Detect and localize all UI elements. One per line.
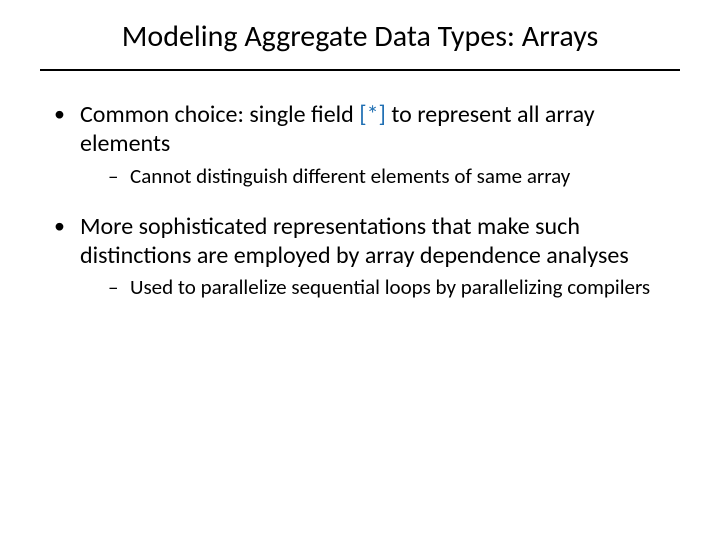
sub-bullet-item: Used to parallelize sequential loops by … [108,274,680,300]
bullet-accent: [*] [359,100,386,129]
bullet-item: Common choice: single field [*] to repre… [54,101,680,189]
slide: Modeling Aggregate Data Types: Arrays Co… [0,0,720,540]
sub-bullet-list: Used to parallelize sequential loops by … [80,274,680,300]
bullet-text-before: More sophisticated representations that … [80,212,629,270]
bullet-item: More sophisticated representations that … [54,213,680,301]
bullet-text-before: Common choice: single field [80,100,359,129]
bullet-list: Common choice: single field [*] to repre… [40,101,680,301]
sub-bullet-list: Cannot distinguish different elements of… [80,163,680,189]
sub-bullet-item: Cannot distinguish different elements of… [108,163,680,189]
slide-title: Modeling Aggregate Data Types: Arrays [40,18,680,65]
title-rule [40,69,680,71]
